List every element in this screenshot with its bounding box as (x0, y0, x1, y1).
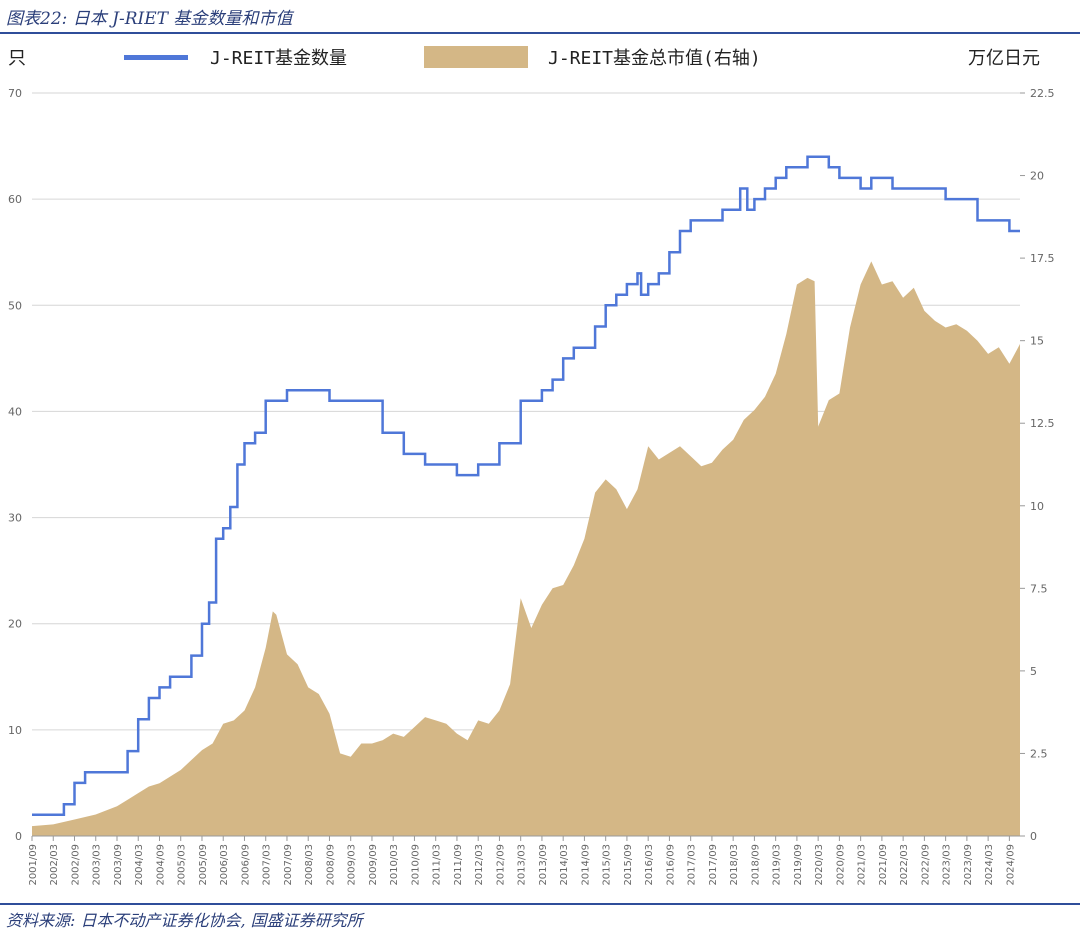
x-tick-label: 2010/03 (389, 844, 400, 886)
left-axis-unit: 只 (8, 48, 26, 69)
right-tick-label: 0 (1030, 830, 1037, 843)
x-tick-label: 2018/09 (750, 844, 761, 886)
x-tick-label: 2007/09 (283, 844, 294, 886)
x-tick-label: 2008/03 (304, 844, 315, 886)
x-axis-ticks: 2001/09 2002/03 2002/09 2003/03 2003/09 2004/… (28, 835, 1020, 886)
x-tick-label: 2012/03 (474, 844, 485, 886)
x-tick-label: 2020/03 (814, 844, 825, 886)
right-axis-ticks: 0 2.5 5 7.5 10 12.5 15 17.5 20 22.5 (1020, 87, 1055, 843)
x-tick-label: 2022/09 (920, 844, 931, 886)
x-tick-label: 2016/03 (644, 844, 655, 886)
legend-line-swatch (124, 55, 188, 60)
left-axis-ticks: 0 10 20 30 40 50 60 70 (8, 87, 22, 843)
left-tick-label: 60 (8, 193, 22, 206)
right-tick-label: 17.5 (1030, 252, 1055, 265)
legend: J-REIT基金数量 J-REIT基金总市值(右轴) (124, 46, 761, 69)
x-tick-label: 2016/09 (665, 844, 676, 886)
x-tick-label: 2015/03 (602, 844, 613, 886)
x-tick-label: 2023/03 (942, 844, 953, 886)
fund-count-line (32, 155, 1020, 817)
x-tick-label: 2003/03 (92, 844, 103, 886)
x-tick-label: 2011/03 (432, 844, 443, 886)
x-tick-label: 2021/03 (857, 844, 868, 886)
right-tick-label: 22.5 (1030, 87, 1055, 100)
x-tick-label: 2017/03 (687, 844, 698, 886)
left-tick-label: 10 (8, 724, 22, 737)
title-rule (0, 32, 1080, 34)
x-tick-label: 2024/03 (984, 844, 995, 886)
right-tick-label: 15 (1030, 335, 1044, 348)
x-tick-label: 2004/09 (155, 844, 166, 886)
x-tick-label: 2007/03 (262, 844, 273, 886)
legend-area-swatch (424, 46, 528, 68)
x-tick-label: 2005/09 (198, 844, 209, 886)
legend-area-label: J-REIT基金总市值(右轴) (548, 48, 761, 69)
x-tick-label: 2004/03 (134, 844, 145, 886)
legend-line-label: J-REIT基金数量 (210, 48, 347, 69)
x-tick-label: 2020/09 (835, 844, 846, 886)
x-tick-label: 2019/03 (772, 844, 783, 886)
x-tick-label: 2011/09 (453, 844, 464, 886)
source-rule (0, 903, 1080, 905)
x-tick-label: 2023/09 (963, 844, 974, 886)
right-tick-label: 5 (1030, 665, 1037, 678)
x-tick-label: 2010/09 (410, 844, 421, 886)
x-tick-label: 2006/09 (240, 844, 251, 886)
right-tick-label: 10 (1030, 500, 1044, 513)
x-tick-label: 2009/09 (368, 844, 379, 886)
right-tick-label: 2.5 (1030, 747, 1048, 760)
x-tick-label: 2022/03 (899, 844, 910, 886)
left-tick-label: 70 (8, 87, 22, 100)
x-tick-label: 2006/03 (219, 844, 230, 886)
right-tick-label: 7.5 (1030, 582, 1048, 595)
x-tick-label: 2002/09 (70, 844, 81, 886)
x-tick-label: 2014/09 (580, 844, 591, 886)
x-tick-label: 2001/09 (28, 844, 39, 886)
left-tick-label: 0 (15, 830, 22, 843)
right-tick-label: 20 (1030, 170, 1044, 183)
left-tick-label: 20 (8, 618, 22, 631)
x-tick-label: 2015/09 (623, 844, 634, 886)
x-tick-label: 2009/03 (347, 844, 358, 886)
x-tick-label: 2002/03 (49, 844, 60, 886)
x-tick-label: 2013/09 (538, 844, 549, 886)
x-tick-label: 2017/09 (708, 844, 719, 886)
x-tick-label: 2019/09 (793, 844, 804, 886)
figure-title: 图表22: 日本 J-RIET 基金数量和市值 (6, 9, 293, 29)
x-tick-label: 2021/09 (878, 844, 889, 886)
x-tick-label: 2014/03 (559, 844, 570, 886)
x-tick-label: 2024/09 (1005, 844, 1016, 886)
left-tick-label: 30 (8, 512, 22, 525)
x-tick-label: 2013/03 (517, 844, 528, 886)
source-note: 资料来源: 日本不动产证券化协会, 国盛证券研究所 (6, 911, 363, 930)
right-tick-label: 12.5 (1030, 417, 1055, 430)
x-tick-label: 2003/09 (113, 844, 124, 886)
market-cap-area (32, 261, 1020, 836)
x-tick-label: 2005/03 (177, 844, 188, 886)
x-tick-label: 2012/09 (495, 844, 506, 886)
x-tick-label: 2008/09 (325, 844, 336, 886)
right-axis-unit: 万亿日元 (968, 48, 1040, 69)
left-tick-label: 40 (8, 405, 22, 418)
left-tick-label: 50 (8, 299, 22, 312)
x-tick-label: 2018/03 (729, 844, 740, 886)
